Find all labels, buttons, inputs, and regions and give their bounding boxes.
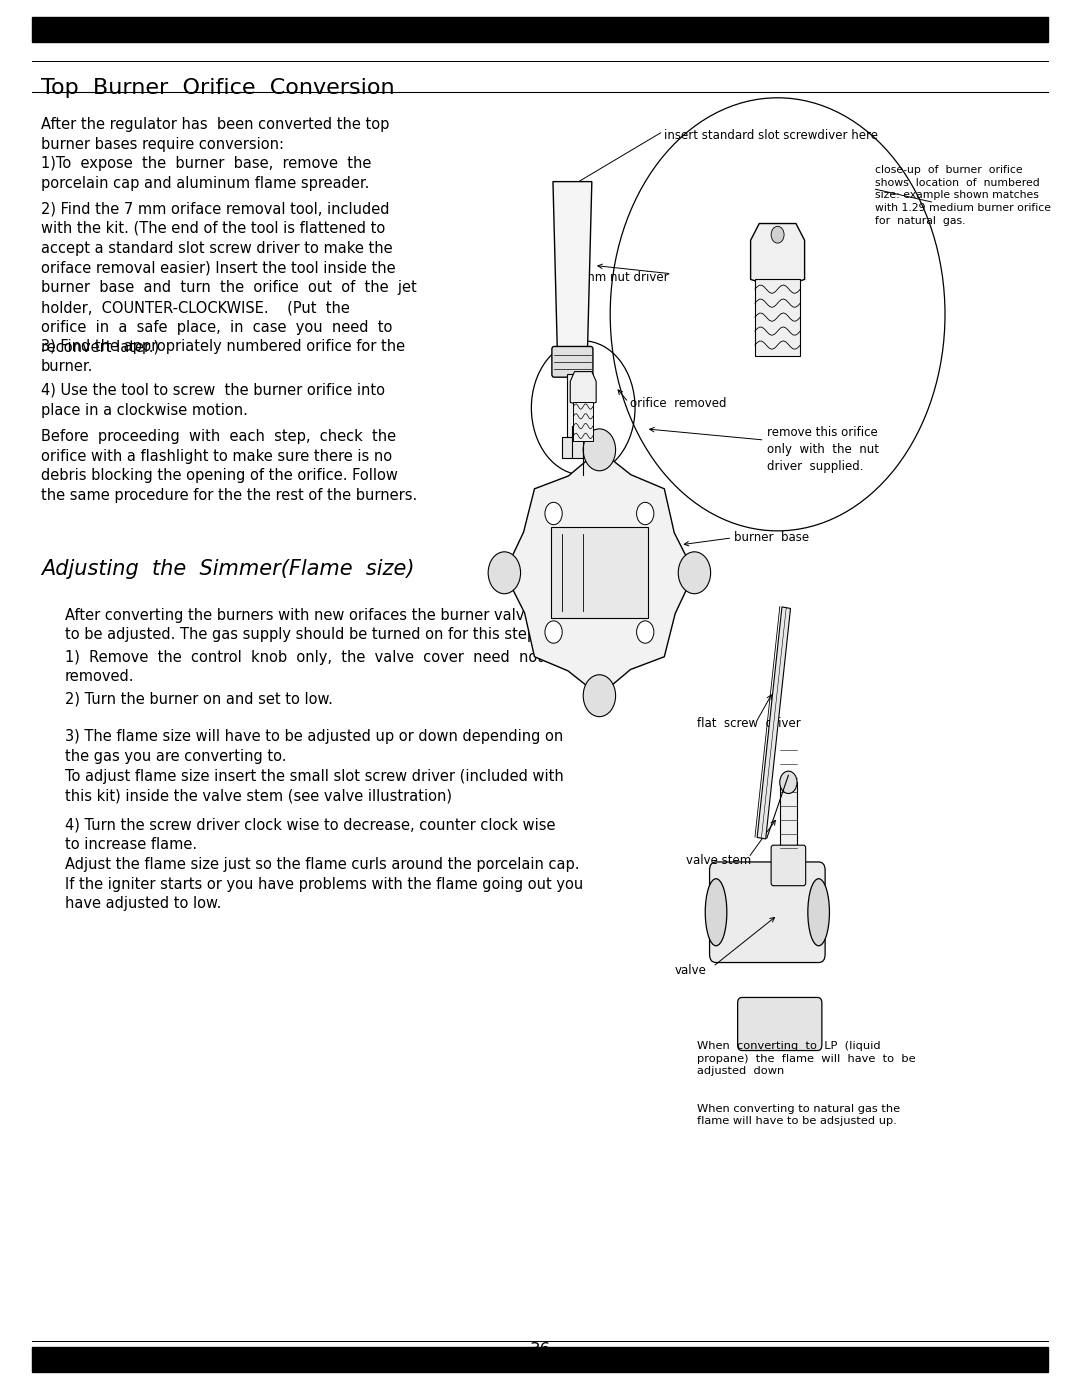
Bar xyxy=(32,17,1048,42)
Text: burner  base: burner base xyxy=(734,531,810,543)
Ellipse shape xyxy=(705,879,727,946)
Text: valve stem: valve stem xyxy=(686,854,751,866)
Text: insert standard slot screwdiver here: insert standard slot screwdiver here xyxy=(664,129,878,141)
FancyBboxPatch shape xyxy=(562,437,583,458)
Ellipse shape xyxy=(808,879,829,946)
Text: 36: 36 xyxy=(529,1341,551,1358)
Text: remove this orifice
only  with  the  nut
driver  supplied.: remove this orifice only with the nut dr… xyxy=(767,426,879,474)
FancyBboxPatch shape xyxy=(771,845,806,886)
Circle shape xyxy=(583,429,616,471)
Circle shape xyxy=(488,552,521,594)
FancyBboxPatch shape xyxy=(738,997,822,1051)
Circle shape xyxy=(678,552,711,594)
Bar xyxy=(780,782,797,859)
Text: 4) Turn the screw driver clock wise to decrease, counter clock wise
to increase : 4) Turn the screw driver clock wise to d… xyxy=(65,817,583,911)
Text: 2) Turn the burner on and set to low.: 2) Turn the burner on and set to low. xyxy=(65,692,333,707)
Text: orifice  removed: orifice removed xyxy=(630,397,726,409)
Text: After the regulator has  been converted the top
burner bases require conversion:: After the regulator has been converted t… xyxy=(41,117,390,152)
Circle shape xyxy=(771,226,784,243)
Text: Top  Burner  Orifice  Conversion: Top Burner Orifice Conversion xyxy=(41,78,394,98)
Circle shape xyxy=(636,503,653,525)
Circle shape xyxy=(583,675,616,717)
Bar xyxy=(32,1347,1048,1372)
Polygon shape xyxy=(504,450,694,696)
Text: close-up  of  burner  orifice
shows  location  of  numbered
size: example shown : close-up of burner orifice shows locatio… xyxy=(875,165,1051,226)
Text: 4) Use the tool to screw  the burner orifice into
place in a clockwise motion.: 4) Use the tool to screw the burner orif… xyxy=(41,383,386,418)
Text: 7 mm nut driver: 7 mm nut driver xyxy=(572,271,669,284)
Polygon shape xyxy=(570,372,596,404)
FancyBboxPatch shape xyxy=(552,346,593,377)
Text: 2) Find the 7 mm oriface removal tool, included
with the kit. (The end of the to: 2) Find the 7 mm oriface removal tool, i… xyxy=(41,201,417,355)
Text: valve: valve xyxy=(675,964,707,977)
Bar xyxy=(567,374,578,437)
Circle shape xyxy=(545,620,563,643)
Circle shape xyxy=(780,771,797,793)
Polygon shape xyxy=(553,182,592,349)
Text: 1)  Remove  the  control  knob  only,  the  valve  cover  need  not  be
removed.: 1) Remove the control knob only, the val… xyxy=(65,650,570,685)
Text: Before  proceeding  with  each  step,  check  the
orifice with a flashlight to m: Before proceeding with each step, check … xyxy=(41,429,417,503)
Text: 1.29: 1.29 xyxy=(765,244,791,258)
Polygon shape xyxy=(751,224,805,282)
Bar xyxy=(551,527,648,617)
Text: flat  screw  driver: flat screw driver xyxy=(697,717,800,729)
Polygon shape xyxy=(757,606,791,840)
Bar xyxy=(573,402,593,441)
Text: When  converting  to  LP  (liquid
propane)  the  flame  will  have  to  be
adjus: When converting to LP (liquid propane) t… xyxy=(697,1041,915,1076)
Bar xyxy=(755,279,800,356)
Text: 3) The flame size will have to be adjusted up or down depending on
the gas you a: 3) The flame size will have to be adjust… xyxy=(65,729,564,803)
FancyBboxPatch shape xyxy=(710,862,825,963)
Text: Adjusting  the  Simmer(Flame  size): Adjusting the Simmer(Flame size) xyxy=(41,559,415,578)
Text: When converting to natural gas the
flame will have to be adsjusted up.: When converting to natural gas the flame… xyxy=(697,1104,900,1126)
Circle shape xyxy=(545,503,563,525)
Text: 1)To  expose  the  burner  base,  remove  the
porcelain cap and aluminum flame s: 1)To expose the burner base, remove the … xyxy=(41,156,372,191)
Text: After converting the burners with new orifaces the burner valves need
to be adju: After converting the burners with new or… xyxy=(65,608,582,643)
Text: 3) Find the appropriately numbered orifice for the
burner.: 3) Find the appropriately numbered orifi… xyxy=(41,339,405,374)
Circle shape xyxy=(636,620,653,643)
